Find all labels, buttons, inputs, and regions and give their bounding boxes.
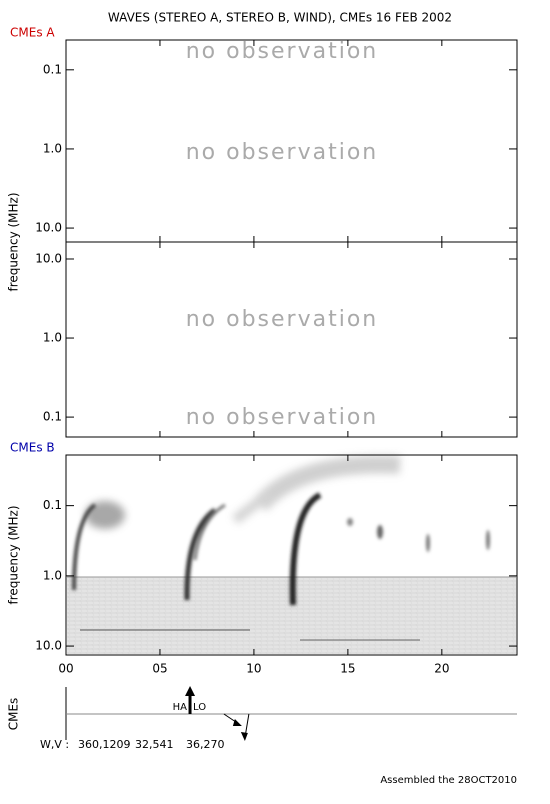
wv-value: 360,1209 xyxy=(78,738,131,751)
x-tick-label: 20 xyxy=(434,662,449,676)
y-axis-label: CMEs xyxy=(7,698,21,731)
panel-title: CMEs A xyxy=(10,26,55,40)
wv-label: W,V : xyxy=(40,738,69,751)
annotation: no observation xyxy=(186,39,379,64)
x-tick-label: 10 xyxy=(246,662,261,676)
y-tick-label: 10.0 xyxy=(35,251,62,265)
panel-frame xyxy=(65,454,518,656)
y-tick-label: 1.0 xyxy=(43,331,62,345)
y-axis-label: frequency (MHz) xyxy=(7,505,21,604)
annotation: no observation xyxy=(186,307,379,332)
y-axis-label: frequency (MHz) xyxy=(7,192,21,291)
y-tick-label: 1.0 xyxy=(43,141,62,155)
arrow-head xyxy=(240,732,248,741)
arrow-head xyxy=(185,686,196,696)
x-tick-label: 15 xyxy=(340,662,355,676)
y-tick-label: 0.1 xyxy=(43,410,62,424)
footer: Assembled the 28OCT2010 xyxy=(380,775,517,786)
panel-frame xyxy=(65,241,518,438)
y-tick-label: 0.1 xyxy=(43,498,62,512)
y-tick-label: 10.0 xyxy=(35,639,62,653)
x-tick-label: 00 xyxy=(58,662,73,676)
arrow-head xyxy=(232,719,242,726)
annotation: no observation xyxy=(186,140,379,165)
wv-value: 32,541 xyxy=(135,738,174,751)
page-title: WAVES (STEREO A, STEREO B, WIND), CMEs 1… xyxy=(108,11,452,25)
x-tick-label: 05 xyxy=(152,662,167,676)
halo-label: HA xyxy=(173,702,188,713)
spectrogram-image xyxy=(67,455,516,654)
halo-label: LO xyxy=(193,702,206,713)
y-tick-label: 0.1 xyxy=(43,62,62,76)
y-tick-label: 1.0 xyxy=(43,568,62,582)
wv-value: 36,270 xyxy=(186,738,225,751)
panel-title: CMEs B xyxy=(10,441,55,455)
y-tick-label: 10.0 xyxy=(35,221,62,235)
annotation: no observation xyxy=(186,405,379,430)
